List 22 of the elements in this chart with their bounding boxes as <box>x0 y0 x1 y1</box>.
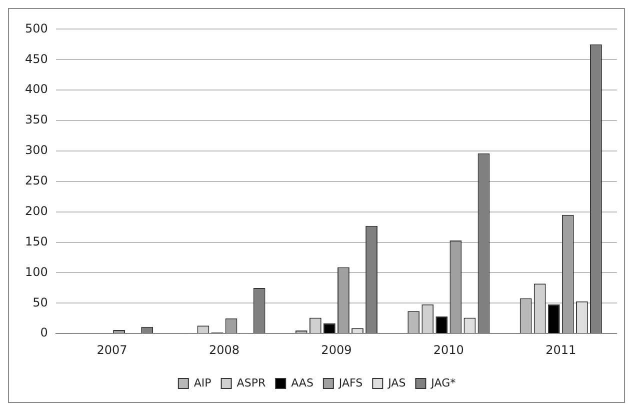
legend-label: JAS <box>387 376 406 390</box>
x-tick-label: 2011 <box>546 342 576 357</box>
y-tick-label: 400 <box>25 82 48 96</box>
y-tick-label: 50 <box>32 295 48 310</box>
x-tick-label: 2007 <box>96 342 128 357</box>
y-tick-label: 250 <box>25 174 48 188</box>
legend-label: ASPR <box>236 376 266 390</box>
y-tick-label: 500 <box>25 21 48 36</box>
x-tick-label: 2010 <box>433 342 464 357</box>
x-tick-label: 2009 <box>321 342 352 357</box>
legend-label: AAS <box>291 376 314 390</box>
y-tick-label: 350 <box>25 112 48 127</box>
y-tick-label: 300 <box>25 143 48 158</box>
x-tick-label: 2008 <box>208 342 240 357</box>
y-tick-label: 150 <box>25 234 48 248</box>
y-tick-label: 100 <box>25 264 48 279</box>
legend-label: JAG* <box>430 376 456 390</box>
y-tick-label: 200 <box>25 204 48 218</box>
y-tick-label: 450 <box>25 52 48 66</box>
legend-label: AIP <box>194 376 212 390</box>
y-tick-label: 0 <box>40 326 48 340</box>
legend-label: JAFS <box>338 376 363 390</box>
